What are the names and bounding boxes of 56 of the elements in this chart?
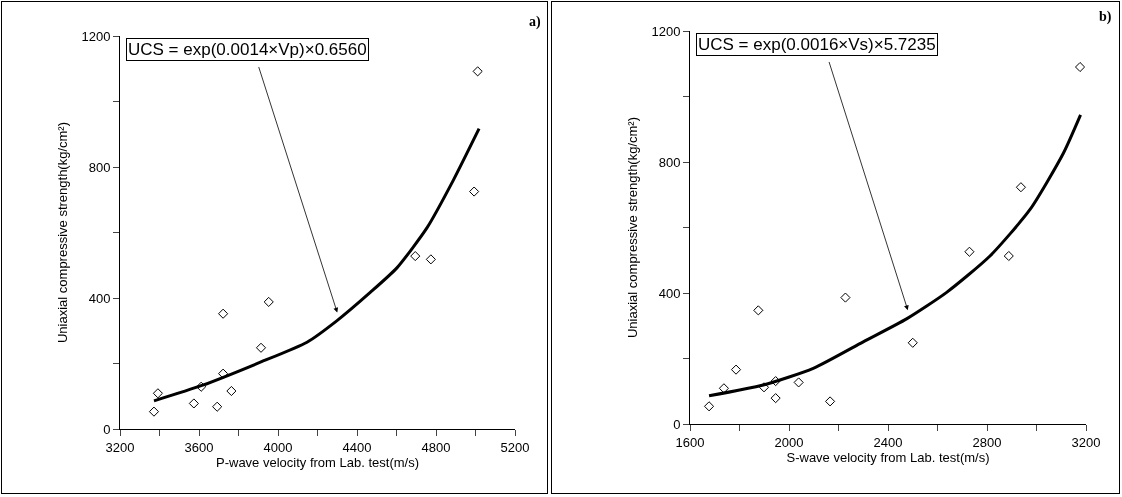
point (907, 337, 918, 348)
y-axis-title: Uniaxial compressive strength(kg/cm²) (625, 116, 641, 339)
x-tick-label: 1600 (675, 434, 705, 450)
point (152, 388, 163, 399)
y-tick-label: 400 (658, 285, 681, 301)
x-tick-label: 3600 (184, 439, 214, 455)
point (758, 382, 770, 393)
point (226, 385, 237, 397)
y-tick-label: 0 (673, 416, 681, 432)
point (469, 186, 480, 197)
point (255, 342, 267, 353)
point (1075, 61, 1086, 73)
y-tick-label: 1200 (81, 28, 111, 44)
x-tick-label: 3200 (105, 439, 135, 455)
point (793, 377, 804, 388)
point (472, 66, 483, 77)
x-tick-label: 5200 (500, 439, 530, 455)
point (1003, 250, 1014, 262)
annotation: UCS = exp(0.0016×Vs)×5.7235 (698, 35, 936, 54)
point (1015, 182, 1026, 193)
point (218, 308, 229, 319)
y-tick-label: 800 (88, 159, 111, 175)
point (770, 393, 781, 404)
x-axis-title: P-wave velocity from Lab. test(m/s) (216, 455, 419, 471)
point (263, 296, 274, 307)
point (825, 396, 836, 407)
x-tick-label: 2400 (873, 434, 903, 450)
point (753, 305, 764, 316)
x-tick-label: 4400 (342, 439, 372, 455)
text: a) (529, 14, 541, 30)
point (196, 381, 207, 392)
y-tick-label: 1200 (651, 23, 681, 39)
x-axis-title: S-wave velocity from Lab. test(m/s) (786, 450, 990, 466)
x-tick-label: 2800 (972, 434, 1002, 450)
point (704, 401, 715, 412)
y-axis-title: Uniaxial compressive strength(kg/cm²) (55, 121, 71, 344)
x-tick-label: 4000 (263, 439, 293, 455)
point (148, 406, 160, 417)
line-series (152, 127, 481, 403)
point (770, 376, 781, 387)
x-tick-label: 4800 (421, 439, 451, 455)
x-tick-label: 2000 (774, 434, 804, 450)
annotation: UCS = exp(0.0014×Vp)×0.6560 (128, 40, 367, 59)
text: b) (1099, 9, 1112, 25)
point (425, 254, 436, 265)
point (410, 251, 421, 262)
y-tick-label: 400 (88, 290, 111, 306)
point (840, 292, 851, 303)
point (188, 398, 199, 409)
y-tick-label: 800 (658, 154, 681, 170)
x-tick-label: 3200 (1071, 434, 1101, 450)
y-tick-label: 0 (103, 421, 111, 437)
point (212, 401, 223, 412)
point (964, 246, 975, 257)
line-series (707, 113, 1083, 398)
point (730, 364, 742, 375)
